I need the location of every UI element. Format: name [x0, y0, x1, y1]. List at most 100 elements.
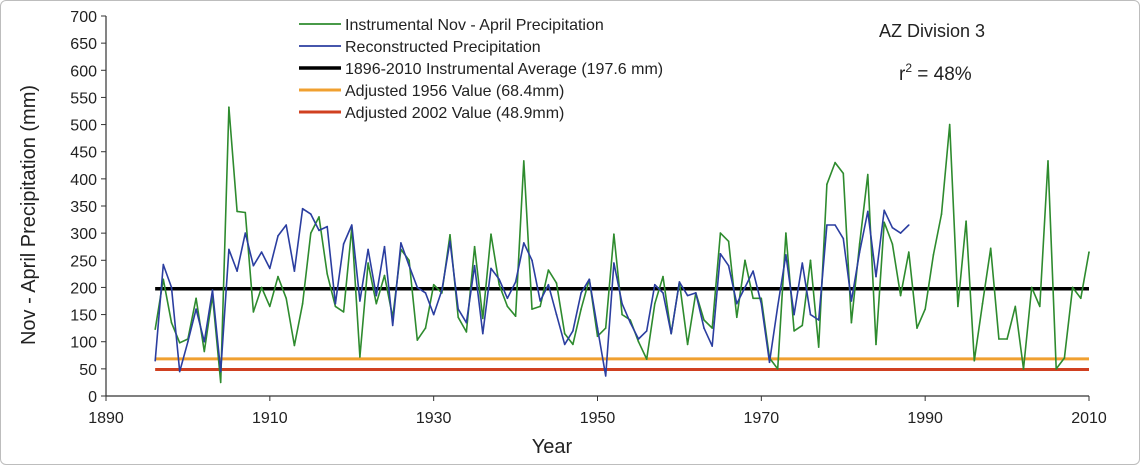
series-0-point [432, 283, 435, 286]
y-tick-label: 600 [70, 63, 97, 80]
series-1-point [678, 281, 681, 283]
series-1-point [228, 248, 230, 251]
series-0-point [801, 324, 804, 327]
x-tick-label: 1930 [416, 410, 452, 427]
series-0-point [908, 251, 910, 253]
series-1-point [563, 343, 566, 346]
series-0-point [711, 327, 713, 329]
series-1-point [719, 253, 722, 255]
series-1-point [293, 270, 296, 272]
series-1-point [850, 300, 853, 302]
series-1-point [260, 251, 263, 253]
series-0-point [219, 381, 222, 384]
series-1-point [318, 229, 320, 232]
series-1-point [244, 232, 247, 234]
series-1-point [351, 224, 353, 226]
series-1-point [449, 240, 451, 243]
series-1-point [408, 264, 410, 267]
series-0-point [613, 233, 615, 235]
series-0-point [957, 305, 959, 308]
series-0-point [580, 308, 582, 310]
series-0-point [973, 359, 976, 362]
series-1-point [203, 340, 206, 343]
series-1-point [817, 319, 820, 321]
series-0-point [408, 259, 410, 262]
series-1-point [162, 263, 165, 266]
series-1-point [580, 292, 582, 294]
series-layer [154, 106, 1090, 384]
series-1-point [375, 294, 378, 297]
series-0-point [498, 283, 501, 286]
series-1-point [187, 340, 189, 343]
x-tick-label: 1990 [907, 410, 943, 427]
series-1-point [391, 324, 394, 327]
series-0-point [375, 302, 378, 305]
series-0-point [744, 259, 746, 262]
series-0-point [285, 297, 288, 300]
series-0-point [875, 343, 877, 346]
series-0-point [473, 245, 476, 248]
series-0-point [703, 319, 705, 321]
series-0-point [736, 316, 738, 319]
series-0-point [416, 339, 419, 341]
x-tick-label: 1910 [252, 410, 288, 427]
series-1-point [834, 224, 836, 226]
y-tick-label: 350 [70, 199, 97, 216]
series-1-point [432, 313, 435, 316]
series-0-point [383, 274, 386, 277]
series-0-point [793, 330, 795, 332]
series-1-point [736, 302, 738, 305]
series-1-point [768, 361, 771, 364]
series-1-point [695, 292, 697, 294]
series-0-point [367, 262, 369, 264]
series-1-point [645, 330, 648, 332]
series-0-point [154, 328, 156, 331]
series-1-point [178, 370, 181, 373]
legend-label-0: Instrumental Nov - April Precipitation [345, 17, 604, 34]
series-0-point [162, 278, 165, 281]
legend-label-2: 1896-2010 Instrumental Average (197.6 mm… [345, 61, 663, 78]
series-1-point [867, 210, 869, 213]
series-1-point [400, 242, 402, 244]
x-tick-label: 1890 [88, 410, 124, 427]
series-1-point [654, 283, 656, 286]
series-1-point [785, 254, 787, 256]
series-0-point [834, 161, 836, 164]
series-0-point [883, 221, 885, 224]
series-1-point [875, 275, 877, 278]
series-1-point [752, 270, 754, 272]
series-1-point [416, 286, 419, 289]
series-0-point [1055, 368, 1057, 370]
series-1-point [621, 302, 623, 305]
x-tick-label: 2010 [1071, 410, 1107, 427]
series-0-point [326, 273, 329, 275]
series-0-point [924, 308, 926, 310]
y-tick-label: 0 [88, 389, 97, 406]
series-0-point [465, 331, 468, 333]
series-1-point [285, 224, 288, 226]
series-0-point [932, 254, 935, 256]
series-1-point [326, 225, 329, 228]
series-1-point [367, 248, 369, 251]
series-line-1 [154, 207, 910, 377]
series-0-point [817, 346, 820, 348]
series-1-point [629, 321, 632, 324]
r-squared-superscript: 2 [905, 61, 912, 75]
series-0-point [359, 356, 361, 358]
series-0-point [195, 297, 197, 300]
series-0-point [203, 350, 206, 353]
series-0-point [727, 240, 730, 243]
y-tick-label: 150 [70, 308, 97, 325]
series-0-point [760, 297, 763, 300]
series-0-point [490, 233, 492, 235]
series-0-point [1030, 286, 1033, 289]
y-tick-label: 550 [70, 90, 97, 107]
series-1-point [744, 286, 746, 289]
series-1-point [457, 308, 460, 310]
series-1-point [498, 278, 501, 281]
series-0-point [940, 213, 943, 215]
series-1-point [727, 264, 730, 267]
series-0-point [523, 160, 525, 162]
series-0-point [236, 210, 238, 213]
